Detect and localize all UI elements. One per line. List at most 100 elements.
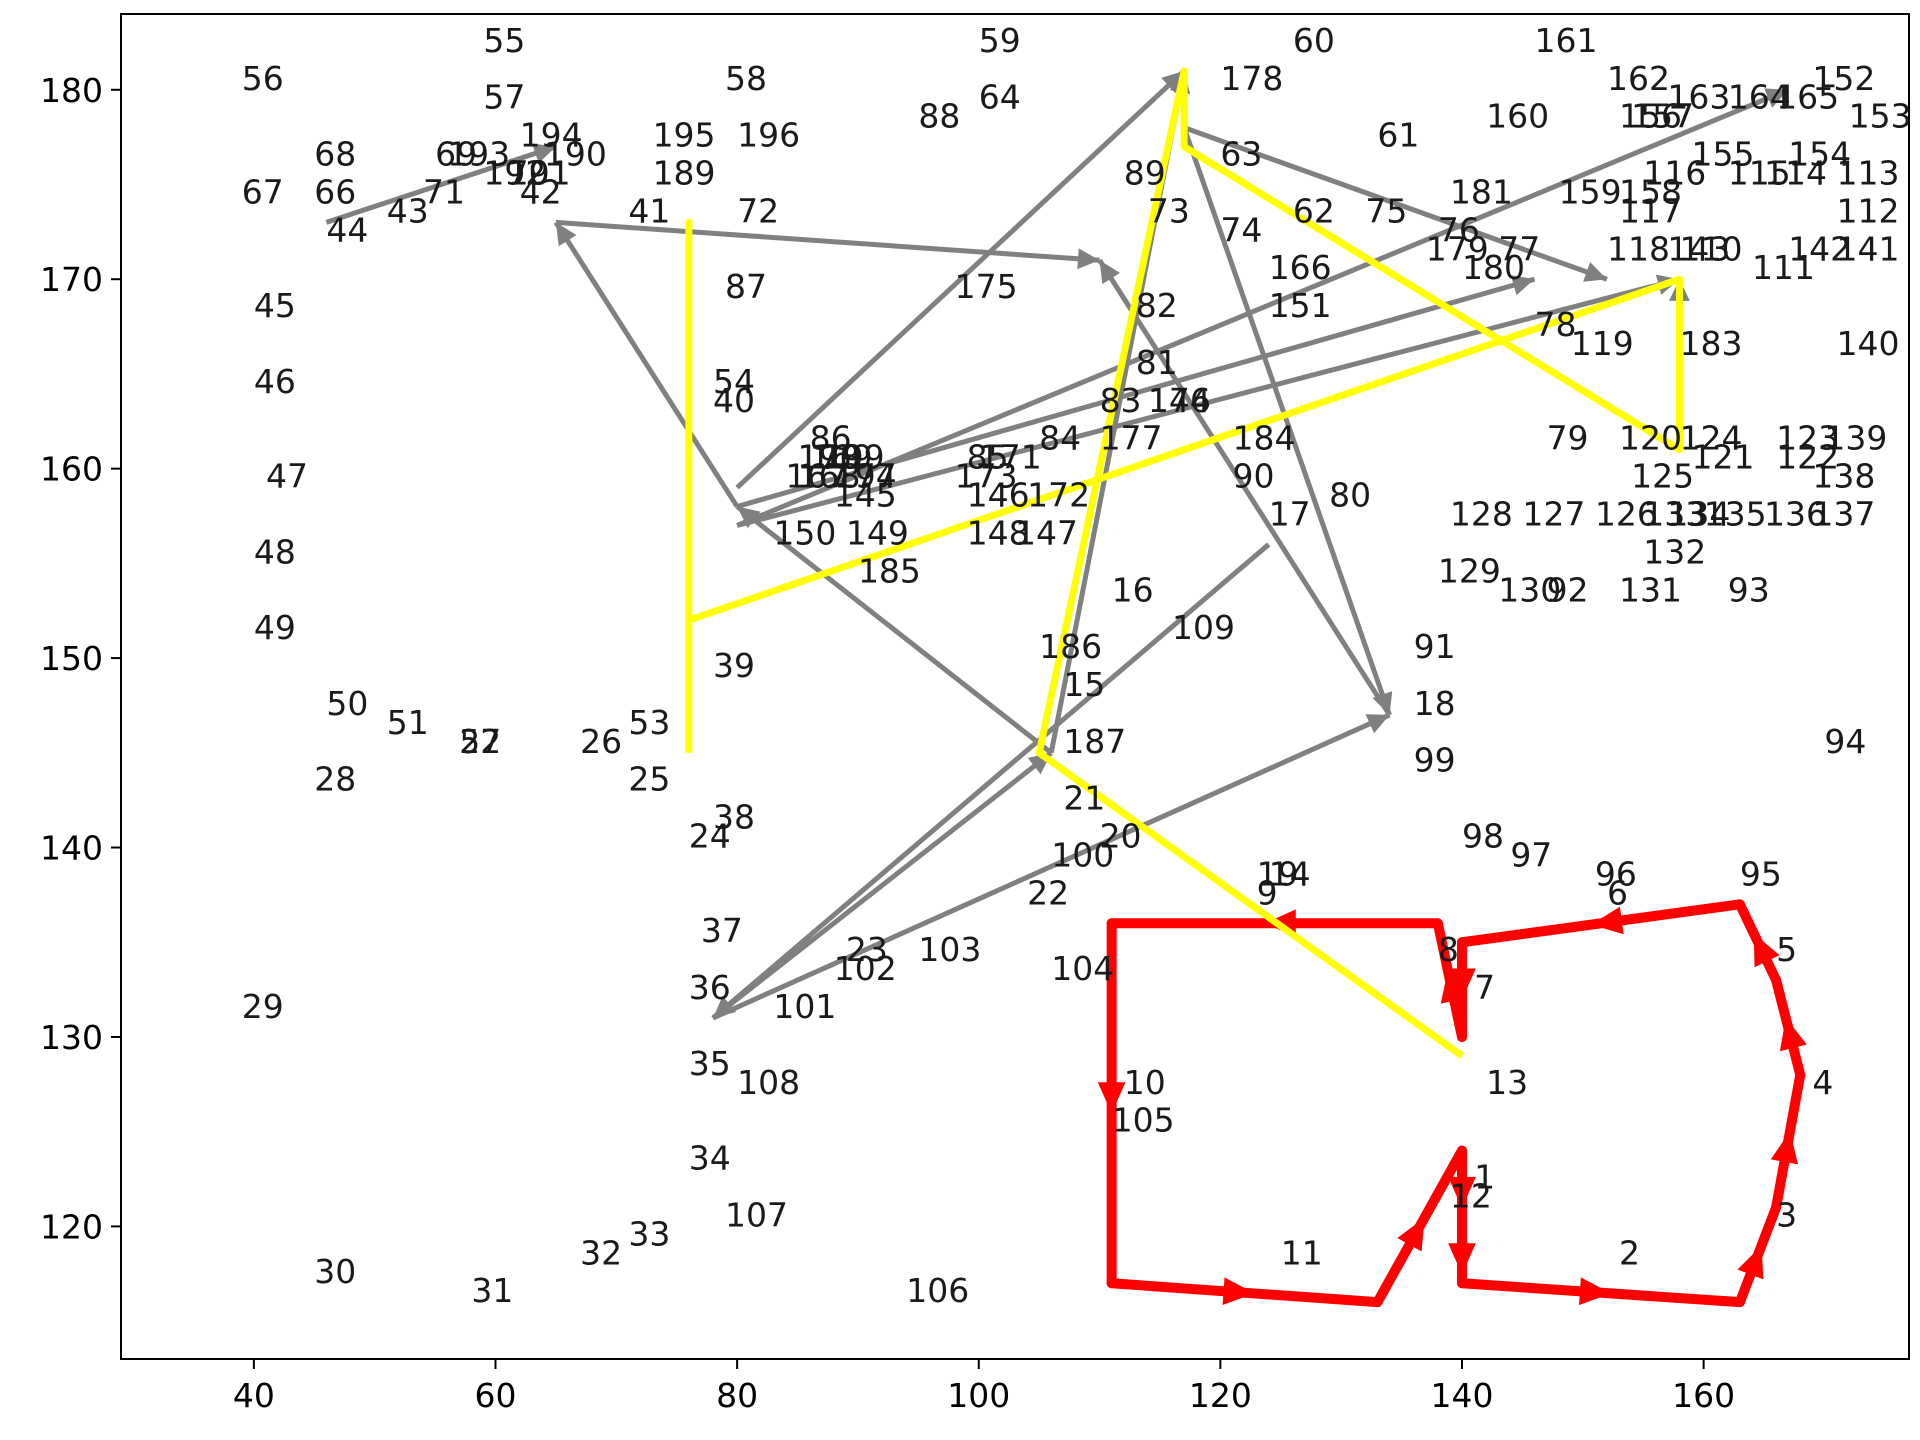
point-label: 35 bbox=[689, 1044, 731, 1083]
y-tick-label: 130 bbox=[40, 1018, 103, 1057]
point-label: 136 bbox=[1764, 494, 1827, 533]
point-label: 128 bbox=[1450, 494, 1513, 533]
point-label: 14 bbox=[1269, 854, 1311, 893]
point-label: 37 bbox=[701, 911, 743, 950]
point-label: 124 bbox=[1679, 419, 1742, 458]
jump-edge-head bbox=[1510, 275, 1535, 296]
point-label: 76 bbox=[1438, 210, 1480, 249]
point-label: 184 bbox=[1232, 419, 1295, 458]
point-label: 89 bbox=[1124, 153, 1166, 192]
point-label: 173 bbox=[955, 457, 1018, 496]
point-label: 168 bbox=[798, 457, 861, 496]
point-label: 51 bbox=[387, 703, 429, 742]
point-label: 58 bbox=[725, 59, 767, 98]
point-label: 32 bbox=[580, 1233, 622, 1272]
point-label: 62 bbox=[1293, 191, 1335, 230]
route-segment-head bbox=[1448, 1176, 1476, 1208]
route-segment-head bbox=[1779, 1017, 1807, 1052]
highlight-path bbox=[685, 67, 1683, 1059]
point-label: 156 bbox=[1619, 97, 1682, 136]
point-label: 99 bbox=[1414, 741, 1456, 780]
route-segment-head bbox=[1737, 1245, 1764, 1280]
point-label: 105 bbox=[1112, 1101, 1175, 1140]
point-label: 196 bbox=[737, 116, 800, 155]
point-label: 59 bbox=[979, 21, 1021, 60]
route-segment-head bbox=[1753, 933, 1780, 968]
point-label: 137 bbox=[1812, 494, 1875, 533]
point-label: 123 bbox=[1776, 419, 1839, 458]
point-label: 154 bbox=[1788, 135, 1851, 174]
point-label: 166 bbox=[1269, 248, 1332, 287]
y-tick-label: 150 bbox=[40, 639, 103, 678]
point-label: 161 bbox=[1534, 21, 1597, 60]
point-label: 41 bbox=[628, 191, 670, 230]
jump-edge-head bbox=[737, 506, 761, 529]
point-label: 33 bbox=[628, 1214, 670, 1253]
point-label: 78 bbox=[1534, 305, 1576, 344]
point-label: 112 bbox=[1837, 191, 1900, 230]
point-label: 46 bbox=[254, 362, 296, 401]
point-label: 113 bbox=[1837, 153, 1900, 192]
point-label: 47 bbox=[266, 457, 308, 496]
point-label: 17 bbox=[1269, 494, 1311, 533]
point-label: 163 bbox=[1667, 78, 1730, 117]
point-label: 63 bbox=[1220, 135, 1262, 174]
point-label: 178 bbox=[1220, 59, 1283, 98]
point-label: 192 bbox=[483, 153, 546, 192]
point-label: 40 bbox=[713, 381, 755, 420]
point-label: 90 bbox=[1232, 457, 1274, 496]
jump-edge-head bbox=[1077, 248, 1100, 270]
point-label: 104 bbox=[1051, 949, 1114, 988]
jump-edge-head bbox=[1365, 714, 1390, 734]
gray-jump-layer bbox=[325, 69, 1790, 1021]
yellow-highlight-layer bbox=[685, 67, 1683, 1059]
point-label: 138 bbox=[1812, 457, 1875, 496]
jump-edge bbox=[553, 221, 740, 508]
plot-area bbox=[121, 14, 1909, 1359]
point-label: 21 bbox=[1063, 779, 1105, 818]
point-label: 143 bbox=[1667, 229, 1730, 268]
point-label: 55 bbox=[483, 21, 525, 60]
point-label: 4 bbox=[1812, 1063, 1833, 1102]
point-label: 151 bbox=[1269, 286, 1332, 325]
jump-edge-head bbox=[712, 996, 737, 1019]
point-label: 131 bbox=[1619, 570, 1682, 609]
point-label: 145 bbox=[834, 476, 897, 515]
x-tick-label: 80 bbox=[716, 1376, 758, 1415]
point-label: 150 bbox=[773, 513, 836, 552]
point-label: 118 bbox=[1607, 229, 1670, 268]
point-label: 146 bbox=[967, 476, 1030, 515]
point-label: 133 bbox=[1643, 494, 1706, 533]
point-label: 94 bbox=[1824, 722, 1866, 761]
point-label: 126 bbox=[1595, 494, 1658, 533]
point-label: 144 bbox=[1148, 381, 1211, 420]
point-label: 34 bbox=[689, 1139, 731, 1178]
point-label: 121 bbox=[1692, 438, 1755, 477]
point-label: 2 bbox=[1619, 1233, 1640, 1272]
point-label: 115 bbox=[1728, 153, 1791, 192]
point-label: 107 bbox=[725, 1195, 788, 1234]
jump-edge-head bbox=[1764, 88, 1789, 108]
point-label: 149 bbox=[846, 513, 909, 552]
point-label: 140 bbox=[1837, 324, 1900, 363]
point-label: 96 bbox=[1595, 854, 1637, 893]
point-label: 93 bbox=[1728, 570, 1770, 609]
jump-edge bbox=[736, 276, 1681, 528]
point-labels-layer: 1234567891011121314151617181920212223242… bbox=[242, 21, 1912, 1310]
point-label: 160 bbox=[1486, 97, 1549, 136]
point-label: 52 bbox=[459, 722, 501, 761]
point-label: 74 bbox=[1220, 210, 1262, 249]
point-label: 54 bbox=[713, 362, 755, 401]
point-label: 83 bbox=[1100, 381, 1142, 420]
point-label: 125 bbox=[1631, 457, 1694, 496]
point-label: 43 bbox=[387, 191, 429, 230]
point-label: 185 bbox=[858, 551, 921, 590]
point-label: 36 bbox=[689, 968, 731, 1007]
jump-edge bbox=[555, 219, 1100, 263]
jump-edge bbox=[325, 144, 557, 225]
point-label: 6 bbox=[1607, 873, 1628, 912]
point-label: 159 bbox=[1559, 172, 1622, 211]
point-label: 179 bbox=[1426, 229, 1489, 268]
point-label: 80 bbox=[1329, 476, 1371, 515]
